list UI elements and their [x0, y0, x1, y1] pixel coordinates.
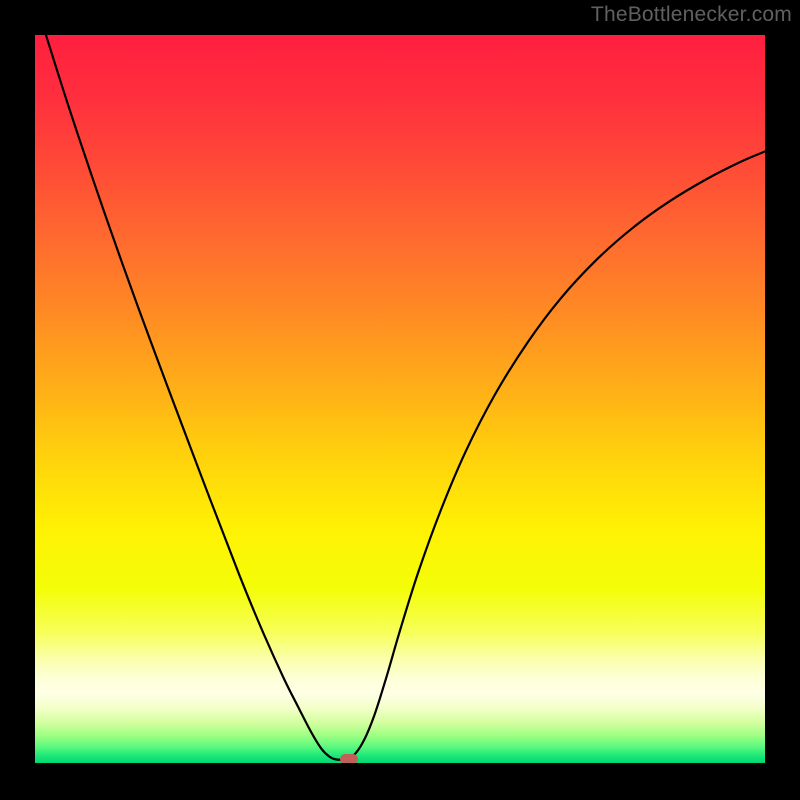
bottleneck-curve: [46, 35, 765, 760]
plot-area: [35, 35, 765, 763]
optimum-marker: [340, 754, 358, 763]
watermark-text: TheBottlenecker.com: [591, 3, 792, 27]
curve-layer: [35, 35, 765, 763]
